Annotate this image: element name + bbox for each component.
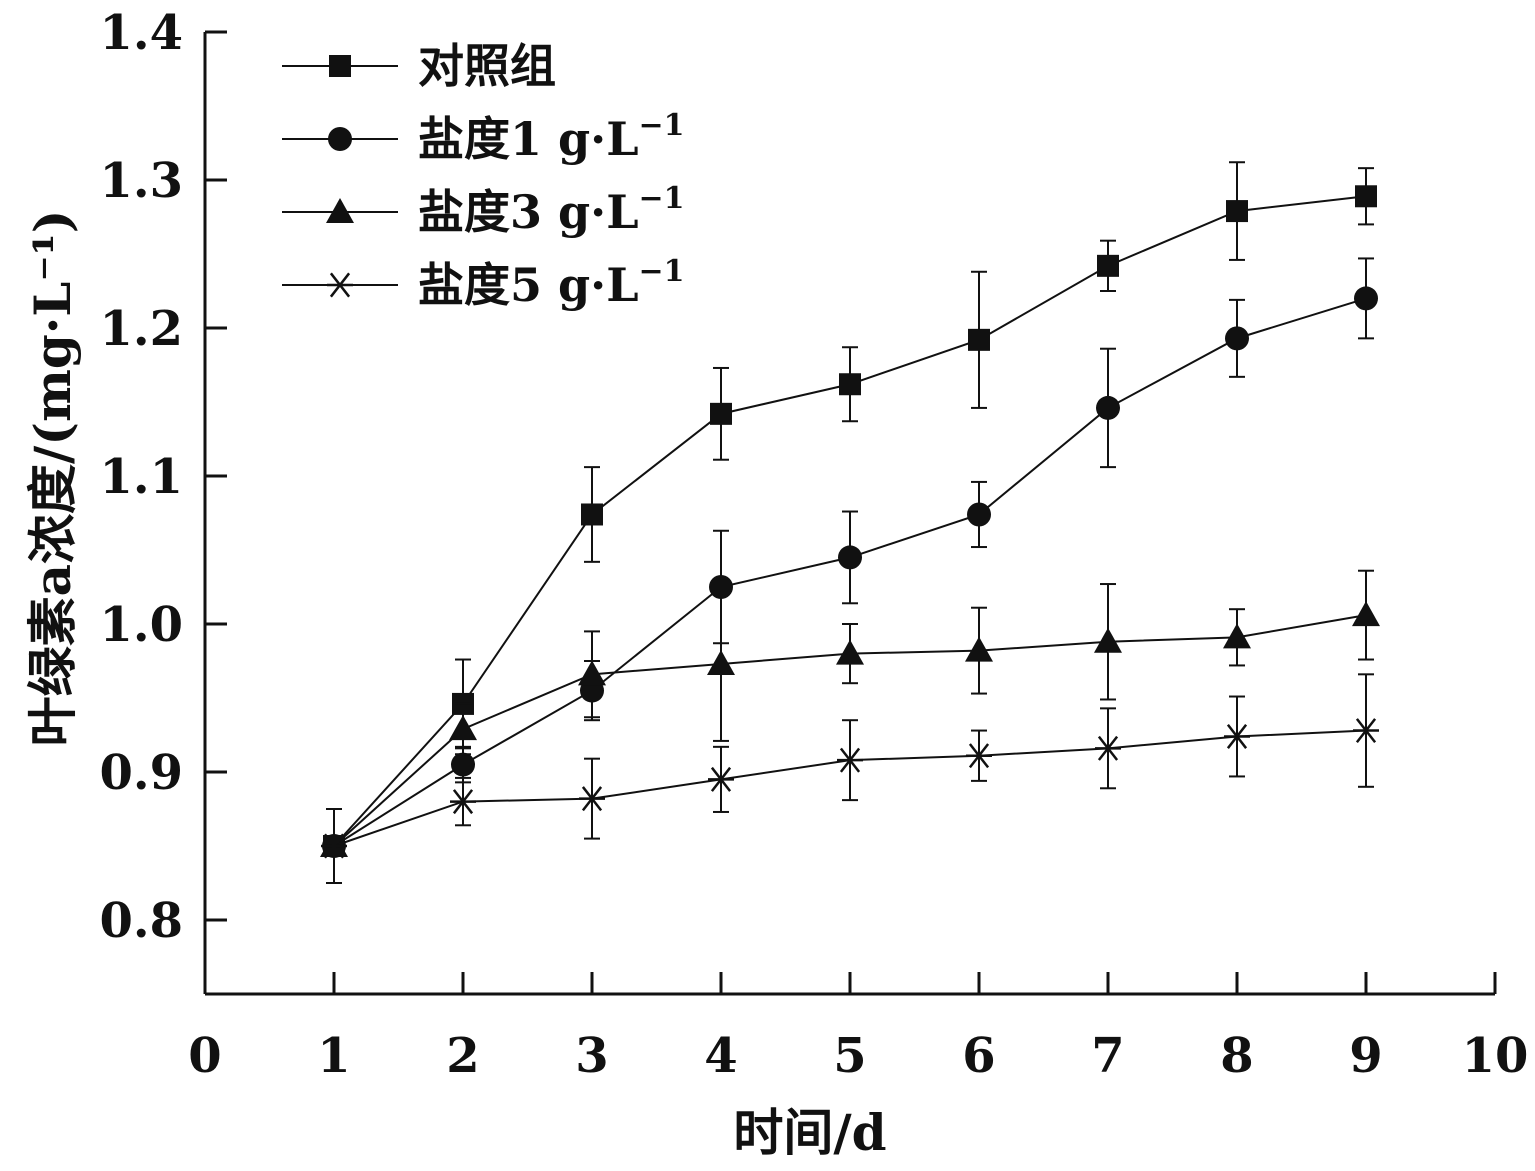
x-tick-label: 3 xyxy=(575,1028,608,1084)
data-point xyxy=(578,660,606,686)
data-point xyxy=(710,402,732,425)
legend-item-1: 盐度1 g·L−1 xyxy=(282,108,685,166)
legend-marker xyxy=(329,55,351,77)
data-point xyxy=(1096,395,1120,420)
data-point xyxy=(579,786,605,812)
data-point xyxy=(965,636,993,662)
legend-label: 对照组 xyxy=(418,39,556,93)
data-point xyxy=(967,502,991,527)
y-tick-label: 0.8 xyxy=(99,893,183,949)
data-point xyxy=(1097,254,1119,277)
x-tick-label: 8 xyxy=(1220,1028,1253,1084)
y-tick-label: 1.4 xyxy=(99,5,183,61)
data-point xyxy=(839,373,861,396)
legend-label: 盐度3 g·L−1 xyxy=(418,181,685,239)
data-point xyxy=(1223,623,1251,649)
legend-label-superscript: −1 xyxy=(639,108,685,143)
legend-label-text: 盐度1 g·L xyxy=(418,112,639,166)
data-point xyxy=(838,545,862,570)
data-point xyxy=(966,743,992,769)
data-point xyxy=(450,789,476,815)
data-point xyxy=(707,649,735,675)
data-point xyxy=(581,503,603,526)
data-point xyxy=(321,833,347,859)
data-point xyxy=(449,715,477,741)
x-axis-title: 时间/d xyxy=(733,1103,886,1162)
legend-label: 盐度5 g·L−1 xyxy=(418,254,685,312)
series-2 xyxy=(320,569,1380,884)
data-point xyxy=(968,328,990,351)
data-point xyxy=(1224,724,1250,749)
data-point xyxy=(708,766,734,792)
x-tick-label: 4 xyxy=(704,1028,737,1084)
data-point xyxy=(837,747,863,773)
x-tick-label: 5 xyxy=(833,1028,866,1084)
x-tick-label: 6 xyxy=(962,1028,995,1084)
y-tick-label: 1.3 xyxy=(99,153,183,209)
data-point xyxy=(836,639,864,665)
legend-label-text: 盐度5 g·L xyxy=(418,258,639,312)
legend-item-3: 盐度5 g·L−1 xyxy=(282,254,685,312)
legend-label-superscript: −1 xyxy=(639,254,685,289)
x-tick-label: 10 xyxy=(1462,1028,1529,1084)
data-point xyxy=(1226,200,1248,223)
legend-item-0: 对照组 xyxy=(282,39,556,93)
data-point xyxy=(1354,286,1378,311)
y-tick-label: 1.2 xyxy=(99,301,183,357)
data-point xyxy=(1225,326,1249,351)
legend-marker xyxy=(327,272,353,298)
y-tick-label: 0.9 xyxy=(99,745,183,801)
legend-label-text: 对照组 xyxy=(418,39,556,93)
legend-label-text: 盐度3 g·L xyxy=(418,185,639,239)
legend-marker xyxy=(328,127,352,151)
x-tick-label: 9 xyxy=(1349,1028,1382,1084)
legend-label: 盐度1 g·L−1 xyxy=(418,108,685,166)
data-point xyxy=(1353,718,1379,744)
x-tick-label: 7 xyxy=(1091,1028,1124,1084)
y-tick-label: 1.1 xyxy=(99,449,183,505)
x-tick-label: 2 xyxy=(446,1028,479,1084)
x-tick-label: 1 xyxy=(317,1028,350,1084)
x-tick-label: 0 xyxy=(188,1028,221,1084)
legend-item-2: 盐度3 g·L−1 xyxy=(282,181,685,239)
legend-marker xyxy=(326,198,354,223)
series-layer xyxy=(320,161,1380,884)
ticks: 0 1 2 3 4 5 6 7 8 9 10 0.8 0.9 1.0 1.1 1.2 1.3 1.4 xyxy=(99,5,1528,1084)
data-point xyxy=(1094,627,1122,653)
y-tick-label: 1.0 xyxy=(99,597,183,653)
y-axis-title: 叶绿素a浓度/(mg·L⁻¹) xyxy=(23,210,82,747)
series-3 xyxy=(321,673,1379,884)
legend-label-superscript: −1 xyxy=(639,181,685,216)
data-point xyxy=(1355,185,1377,208)
data-point xyxy=(451,752,475,777)
data-point xyxy=(1352,601,1380,627)
data-point xyxy=(1095,735,1121,761)
